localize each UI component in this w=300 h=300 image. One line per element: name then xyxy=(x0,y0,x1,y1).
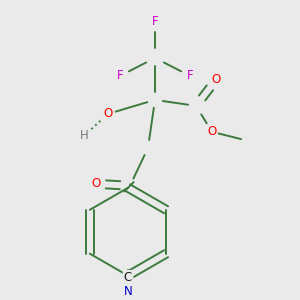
Text: O: O xyxy=(207,125,217,138)
Text: O: O xyxy=(92,177,100,190)
Text: F: F xyxy=(187,69,193,82)
Text: O: O xyxy=(212,74,220,86)
Text: F: F xyxy=(117,69,123,82)
Text: N: N xyxy=(124,285,132,298)
Text: H: H xyxy=(80,129,88,142)
Text: F: F xyxy=(152,16,158,28)
Text: O: O xyxy=(103,107,112,120)
Text: C: C xyxy=(124,271,132,284)
